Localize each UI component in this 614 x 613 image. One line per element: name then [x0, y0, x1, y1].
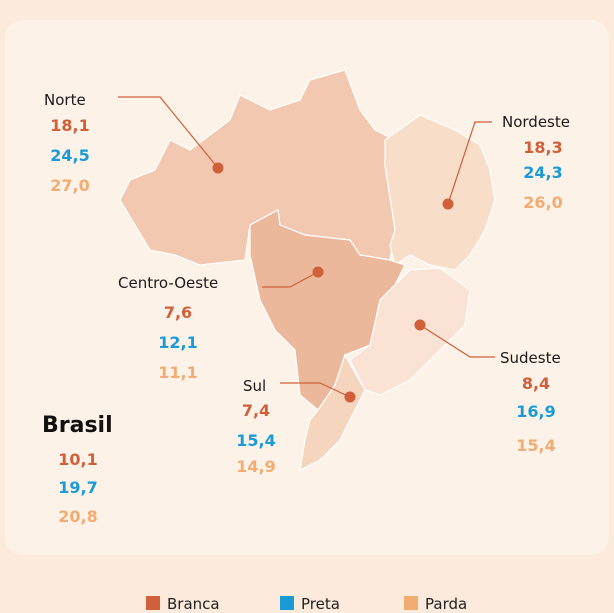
region-name: Norte — [44, 91, 86, 109]
region-value: 26,0 — [523, 193, 562, 212]
leader-line — [447, 121, 492, 205]
region-value: 15,4 — [236, 431, 275, 450]
region-value: 8,4 — [522, 374, 550, 393]
region-value: 24,3 — [523, 163, 562, 182]
region-dot — [344, 391, 356, 403]
total-value: 20,8 — [58, 507, 97, 526]
region-value: 16,9 — [516, 402, 555, 421]
region-dot — [414, 319, 426, 331]
total-value: 19,7 — [58, 478, 97, 497]
region-value: 27,0 — [50, 176, 89, 195]
legend-swatch — [146, 596, 160, 610]
total-value: 10,1 — [58, 450, 97, 469]
leader-line — [280, 382, 351, 398]
region-value: 12,1 — [158, 333, 197, 352]
leader-line — [118, 96, 219, 169]
region-dot — [212, 162, 224, 174]
total-name: Brasil — [42, 413, 113, 438]
region-name: Sudeste — [500, 349, 561, 367]
region-value: 15,4 — [516, 436, 555, 455]
legend-label: Preta — [301, 595, 340, 613]
region-value: 18,3 — [523, 138, 562, 157]
region-sudeste — [349, 267, 471, 396]
region-value: 11,1 — [158, 363, 197, 382]
legend-swatch — [404, 596, 418, 610]
leader-line — [262, 271, 319, 288]
region-value: 24,5 — [50, 146, 89, 165]
region-sul — [299, 353, 366, 472]
region-dot — [442, 198, 454, 210]
legend-label: Branca — [167, 595, 220, 613]
legend-swatch — [280, 596, 294, 610]
region-dot — [312, 266, 324, 278]
legend-label: Parda — [425, 595, 467, 613]
region-name: Sul — [243, 377, 266, 395]
region-name: Centro-Oeste — [118, 274, 218, 292]
region-value: 7,6 — [164, 303, 192, 322]
region-value: 18,1 — [50, 116, 89, 135]
map — [119, 69, 496, 472]
region-value: 7,4 — [242, 401, 270, 420]
leader-line — [419, 324, 495, 358]
region-value: 14,9 — [236, 457, 275, 476]
region-nordeste — [384, 114, 496, 271]
region-name: Nordeste — [502, 113, 570, 131]
